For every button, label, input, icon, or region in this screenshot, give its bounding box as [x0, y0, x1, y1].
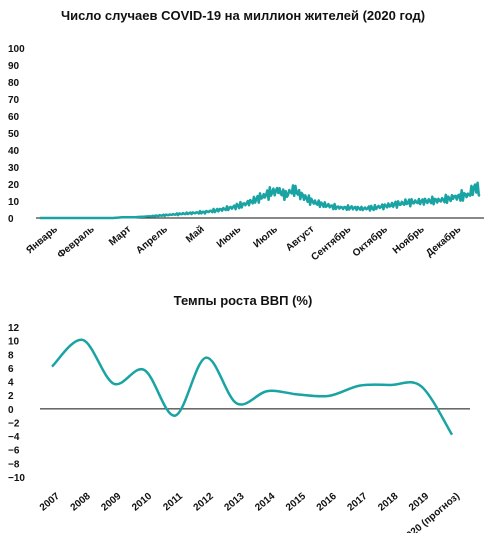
- x-tick-label: 2008: [69, 491, 93, 514]
- y-tick-label: 60: [8, 112, 20, 123]
- y-tick-label: −10: [8, 473, 25, 484]
- x-tick-label: 2009: [99, 491, 123, 514]
- x-tick-label: 2019: [407, 491, 431, 514]
- x-tick-label: 2016: [315, 491, 339, 514]
- x-tick-label: Сентябрь: [309, 223, 353, 263]
- y-tick-label: 100: [8, 44, 25, 55]
- x-tick-label: 2018: [376, 491, 400, 514]
- x-tick-label: Март: [107, 224, 133, 248]
- x-tick-label: Январь: [24, 224, 59, 256]
- y-tick-label: 90: [8, 61, 20, 72]
- x-tick-label: Октябрь: [350, 223, 390, 259]
- x-tick-label: 2015: [284, 491, 308, 514]
- covid-series-line: [39, 181, 481, 220]
- x-tick-label: 2013: [222, 491, 246, 514]
- y-tick-label: 40: [8, 146, 20, 157]
- y-tick-label: 12: [8, 323, 20, 334]
- x-tick-label: 2012: [192, 491, 216, 514]
- gdp-chart-plot: 12 10 8 6 4 2 0 −2 −4 −6 −8 −10 2007 2008 2009 2010 2011…: [8, 323, 470, 533]
- y-tick-label: 10: [8, 197, 20, 208]
- x-tick-label: Ноябрь: [390, 223, 426, 256]
- y-tick-label: 0: [8, 405, 14, 416]
- covid-chart-title: Число случаев COVID-19 на миллион жителе…: [60, 8, 426, 23]
- covid-chart: Число случаев COVID-19 на миллион жителе…: [8, 8, 484, 263]
- gdp-chart-title: Темпы роста ВВП (%): [173, 293, 313, 308]
- x-tick-label: 2007: [38, 491, 62, 514]
- gdp-chart: Темпы роста ВВП (%) 12 10 8 6 4 2 0 −2 −4 −6 −8 −10…: [0, 285, 486, 533]
- x-tick-label: 2017: [346, 491, 370, 514]
- y-tick-label: 10: [8, 337, 20, 348]
- y-tick-label: 6: [8, 364, 14, 375]
- y-tick-label: −6: [8, 446, 20, 457]
- x-tick-label: Февраль: [55, 224, 96, 261]
- y-tick-label: 50: [8, 129, 20, 140]
- x-tick-label: 2010: [130, 491, 154, 514]
- y-tick-label: −2: [8, 418, 20, 429]
- x-tick-label: 2014: [253, 491, 277, 514]
- y-tick-label: −8: [8, 459, 20, 470]
- x-tick-label: Июнь: [215, 224, 243, 250]
- y-tick-label: 20: [8, 180, 20, 191]
- x-tick-label: Август: [284, 224, 317, 254]
- y-tick-label: 2: [8, 391, 14, 402]
- gdp-series-line: [51, 338, 454, 436]
- x-tick-label: Апрель: [134, 224, 170, 256]
- y-tick-label: 70: [8, 95, 20, 106]
- y-tick-label: 30: [8, 163, 20, 174]
- y-tick-label: 8: [8, 350, 14, 361]
- x-tick-label: Декабрь: [424, 223, 464, 259]
- y-tick-label: 80: [8, 78, 20, 89]
- y-tick-label: 0: [8, 214, 14, 225]
- y-tick-label: −4: [8, 432, 20, 443]
- y-tick-label: 4: [8, 378, 14, 389]
- x-tick-label: Май: [184, 224, 207, 245]
- x-tick-label: Июль: [251, 224, 280, 250]
- x-tick-label: 2020 (прогноз): [400, 491, 462, 533]
- x-tick-label: 2011: [161, 491, 185, 514]
